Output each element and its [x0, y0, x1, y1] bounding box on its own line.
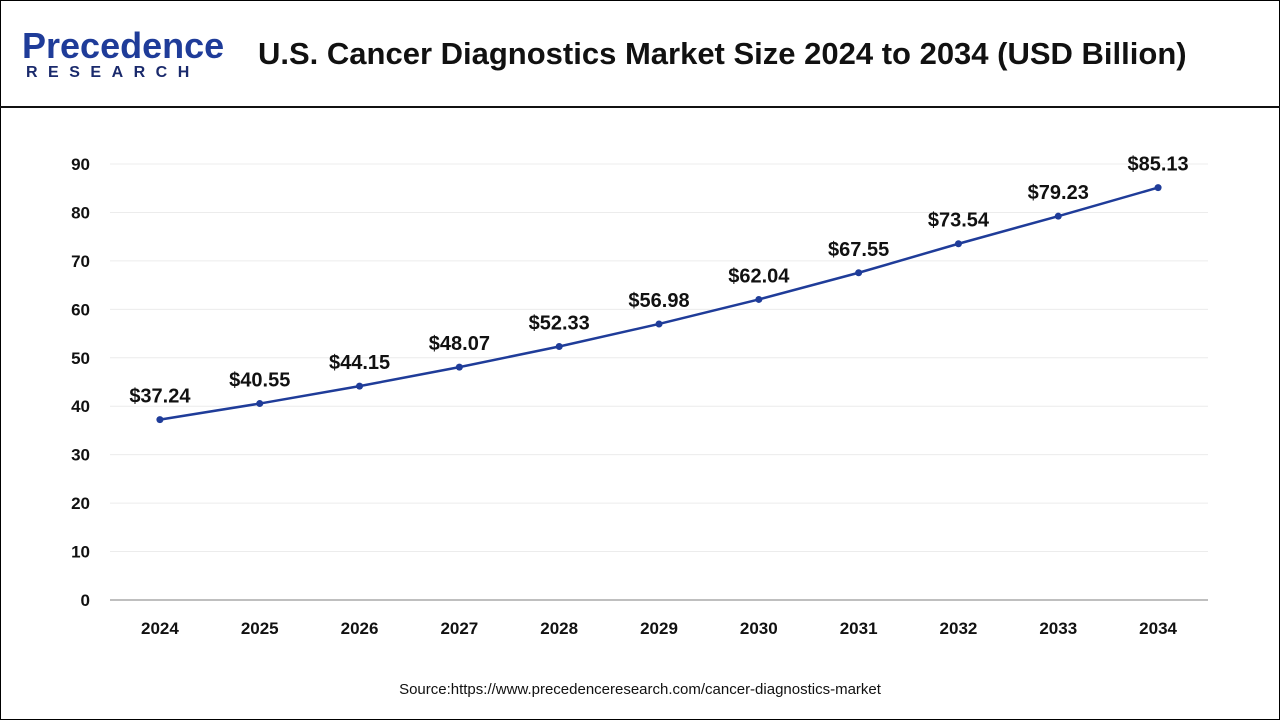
- data-point: [954, 240, 962, 248]
- x-tick-label: 2031: [840, 619, 878, 638]
- y-tick-label: 90: [71, 155, 90, 174]
- x-tick-label: 2025: [241, 619, 279, 638]
- data-label: $62.04: [728, 265, 790, 287]
- data-point: [1054, 212, 1062, 220]
- y-tick-label: 30: [71, 446, 90, 465]
- logo-text: Precedence: [22, 25, 225, 66]
- data-point: [256, 400, 264, 408]
- data-label: $44.15: [329, 352, 390, 374]
- header: Precedence RESEARCH U.S. Cancer Diagnost…: [0, 0, 1280, 108]
- x-tick-label: 2032: [940, 619, 978, 638]
- data-point: [156, 416, 164, 424]
- data-point: [555, 342, 563, 350]
- data-point: [455, 363, 463, 371]
- data-point: [655, 320, 663, 328]
- logo-subtext: RESEARCH: [26, 64, 200, 81]
- precedence-research-logo: Precedence RESEARCH: [22, 28, 224, 82]
- source-text: Source:https://www.precedenceresearch.co…: [399, 681, 881, 698]
- y-tick-label: 70: [71, 252, 90, 271]
- data-label: $79.23: [1028, 182, 1089, 204]
- data-label: $37.24: [129, 386, 191, 408]
- y-tick-label: 80: [71, 203, 90, 222]
- x-tick-label: 2027: [440, 619, 478, 638]
- data-label: $85.13: [1128, 154, 1189, 176]
- data-point: [755, 295, 763, 303]
- y-tick-label: 20: [71, 494, 90, 513]
- data-label: $67.55: [828, 239, 889, 261]
- x-tick-label: 2029: [640, 619, 678, 638]
- x-tick-label: 2024: [141, 619, 179, 638]
- data-point: [356, 382, 364, 390]
- data-label: $48.07: [429, 333, 490, 355]
- x-tick-label: 2033: [1039, 619, 1077, 638]
- chart-title: U.S. Cancer Diagnostics Market Size 2024…: [258, 36, 1187, 71]
- x-tick-label: 2030: [740, 619, 778, 638]
- y-tick-label: 40: [71, 397, 90, 416]
- data-label: $40.55: [229, 370, 290, 392]
- y-tick-label: 50: [71, 349, 90, 368]
- data-label: $73.54: [928, 210, 990, 232]
- x-tick-label: 2026: [341, 619, 379, 638]
- x-tick-label: 2034: [1139, 619, 1177, 638]
- data-label: $56.98: [628, 290, 689, 312]
- data-point: [1154, 184, 1162, 192]
- data-label: $52.33: [529, 312, 590, 334]
- y-tick-label: 60: [71, 300, 90, 319]
- data-point: [855, 269, 863, 277]
- x-tick-label: 2028: [540, 619, 578, 638]
- y-tick-label: 10: [71, 543, 90, 562]
- y-tick-label: 0: [81, 591, 90, 610]
